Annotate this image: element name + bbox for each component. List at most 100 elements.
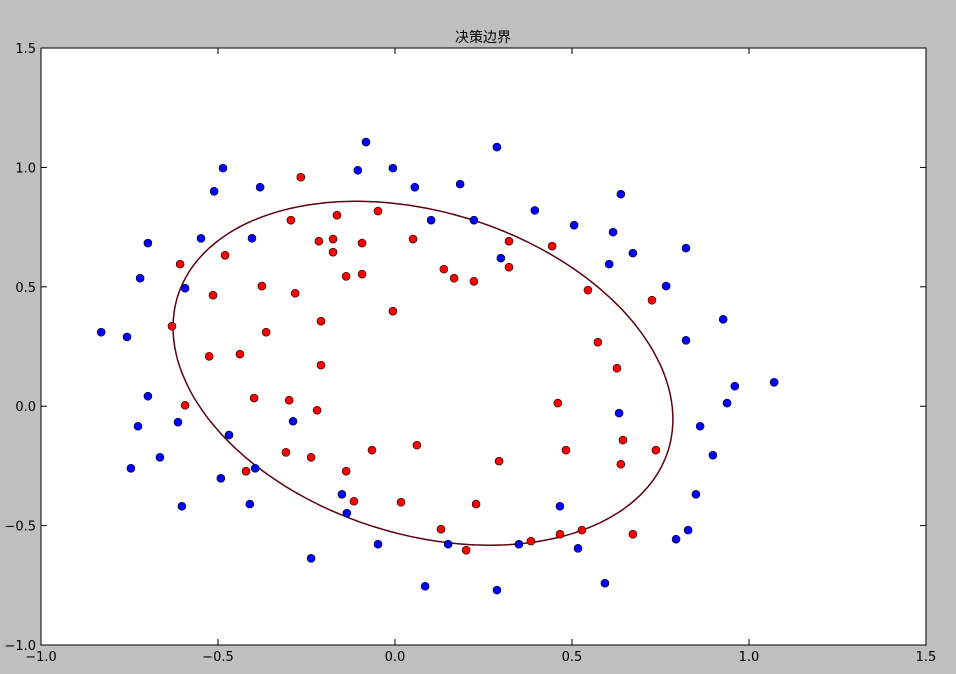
blue-data-point [218, 163, 228, 173]
red-data-point [612, 363, 622, 373]
blue-data-point [122, 332, 132, 342]
blue-data-point [671, 534, 681, 544]
red-data-point [553, 398, 563, 408]
red-data-point [436, 524, 446, 534]
red-data-point [167, 321, 177, 331]
x-tick-label: 0.5 [562, 650, 583, 665]
plot-area [41, 48, 926, 645]
red-data-point [316, 316, 326, 326]
red-data-point [471, 499, 481, 509]
red-data-point [504, 236, 514, 246]
x-tick-label: −1.0 [25, 650, 57, 665]
red-data-point [616, 459, 626, 469]
blue-data-point [180, 283, 190, 293]
red-data-point [461, 545, 471, 555]
red-data-point [412, 440, 422, 450]
y-tick-label: 1.0 [15, 161, 36, 176]
blue-data-point [769, 378, 779, 387]
red-data-point [526, 536, 536, 546]
blue-data-point [628, 248, 638, 258]
red-data-point [284, 395, 294, 405]
blue-data-point [133, 421, 143, 431]
blue-data-point [681, 335, 691, 345]
red-data-point [332, 210, 342, 220]
blue-data-point [600, 578, 610, 588]
blue-data-point [718, 314, 728, 324]
blue-data-point [250, 463, 260, 473]
red-data-point [208, 290, 218, 300]
blue-data-point [514, 539, 524, 549]
blue-data-point [492, 585, 502, 595]
red-data-point [286, 215, 296, 225]
blue-data-point [209, 186, 219, 196]
red-data-point [290, 288, 300, 298]
red-data-point [328, 234, 338, 244]
red-data-point [583, 285, 593, 295]
blue-data-point [695, 421, 705, 431]
blue-data-point [661, 281, 671, 291]
blue-data-point [173, 417, 183, 427]
red-data-point [396, 497, 406, 507]
red-data-point [312, 405, 322, 415]
red-data-point [204, 351, 214, 361]
blue-data-point [245, 499, 255, 509]
red-data-point [357, 269, 367, 279]
blue-data-point [255, 182, 265, 192]
red-data-point [408, 234, 418, 244]
blue-data-point [342, 508, 352, 518]
y-tick-label: 0.0 [15, 400, 36, 415]
red-data-point [494, 456, 504, 466]
x-tick-label: 0.0 [385, 650, 406, 665]
blue-data-point [616, 189, 626, 199]
red-data-point [628, 529, 638, 539]
blue-data-point [420, 581, 430, 591]
blue-data-point [691, 490, 701, 499]
blue-data-point [604, 259, 614, 269]
red-data-point [180, 400, 190, 410]
blue-data-point [143, 238, 153, 248]
red-data-point [241, 466, 251, 476]
y-tick-label: −0.5 [4, 520, 36, 535]
red-data-point [249, 393, 259, 403]
blue-data-point [306, 554, 316, 563]
red-data-point [469, 277, 479, 286]
blue-data-point [708, 450, 718, 460]
red-data-point [306, 453, 316, 462]
blue-data-point [177, 501, 187, 511]
blue-data-point [353, 165, 363, 175]
blue-data-point [614, 408, 624, 418]
x-tick-label: −0.5 [202, 650, 234, 665]
red-data-point [235, 349, 245, 359]
red-data-point [328, 247, 338, 257]
blue-data-point [530, 206, 540, 215]
blue-data-point [555, 501, 565, 511]
red-data-point [314, 236, 324, 246]
blue-data-point [96, 327, 106, 337]
red-data-point [349, 496, 359, 506]
y-tick-label: −1.0 [4, 639, 36, 654]
red-data-point [547, 241, 557, 251]
red-data-point [257, 281, 267, 291]
blue-data-point [496, 253, 506, 263]
x-tick-label: 1.5 [916, 650, 937, 665]
red-data-point [357, 238, 367, 248]
red-data-point [341, 466, 351, 476]
blue-data-point [722, 398, 732, 408]
red-data-point [593, 337, 603, 347]
blue-data-point [443, 539, 453, 549]
blue-data-point [143, 391, 153, 401]
blue-data-point [361, 137, 371, 147]
x-tick-label: 1.0 [739, 650, 760, 665]
blue-data-point [373, 539, 383, 549]
blue-data-point [288, 416, 298, 426]
red-data-point [439, 264, 449, 274]
blue-data-point [216, 474, 226, 483]
blue-data-point [155, 453, 165, 462]
blue-data-point [196, 234, 206, 243]
red-data-point [261, 327, 271, 337]
red-data-point [373, 206, 383, 216]
red-data-point [341, 271, 351, 281]
blue-data-point [573, 543, 583, 553]
blue-data-point [730, 381, 740, 391]
blue-data-point [388, 163, 398, 173]
